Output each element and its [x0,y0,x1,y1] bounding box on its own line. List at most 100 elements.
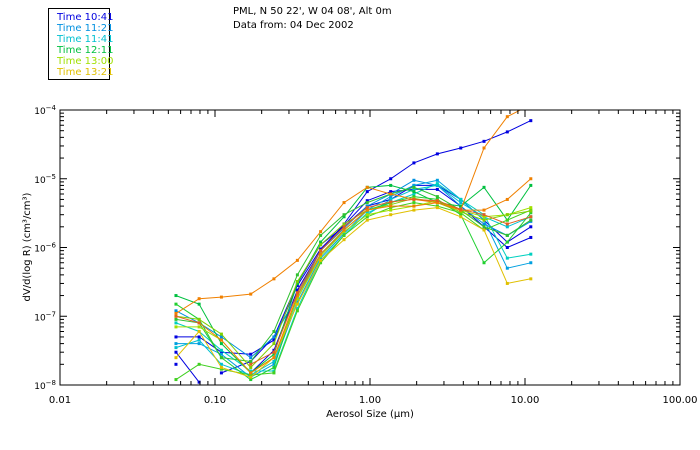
data-point [272,338,276,342]
data-point [174,302,178,306]
data-point [482,225,486,229]
data-point [482,146,486,150]
data-point [272,330,276,334]
data-point [197,335,201,339]
data-point [249,352,253,356]
data-point [272,356,276,360]
data-point [174,335,178,339]
data-point [197,362,201,366]
data-point [295,273,299,277]
data-point [249,359,253,363]
data-point [505,240,509,244]
data-point [435,206,439,210]
data-point [365,185,369,189]
data-point [219,356,223,360]
legend-entry: Time 13:00 [57,56,114,67]
data-point [272,352,276,356]
data-point [389,206,393,210]
data-point [365,218,369,222]
data-point [529,261,533,265]
series-4 [174,178,533,360]
series-16 [197,177,533,375]
y-tick-label: 10−8 [34,379,56,392]
data-point [529,252,533,256]
series-line [175,207,531,378]
data-point [435,182,439,186]
data-point [197,338,201,342]
data-point [219,352,223,356]
data-point [412,178,416,182]
data-point [459,146,463,150]
data-point [319,254,323,258]
data-point [412,204,416,208]
data-point [529,177,533,181]
data-point [389,195,393,199]
y-tick-label: 10−7 [34,310,56,323]
data-point [459,213,463,217]
data-point [319,247,323,251]
data-point [389,213,393,217]
data-point [389,190,393,194]
data-point [529,225,533,229]
data-point [219,367,223,371]
data-point [319,256,323,260]
x-tick-label: 1.00 [359,395,381,406]
data-point [412,190,416,194]
data-point [319,258,323,262]
data-point [365,213,369,217]
data-point [295,297,299,301]
data-point [174,356,178,360]
data-point [435,152,439,156]
data-point [249,378,253,382]
data-point [342,230,346,234]
data-point [249,365,253,369]
data-point [482,213,486,217]
data-point [389,200,393,204]
data-point [412,195,416,199]
data-point [482,208,486,212]
data-point [197,342,201,346]
data-point [505,266,509,270]
data-point [174,346,178,350]
data-point [389,204,393,208]
data-point [505,213,509,217]
series-5 [174,178,533,379]
data-point [435,183,439,187]
data-point [459,215,463,219]
data-point [295,280,299,284]
data-point [365,211,369,215]
data-point [319,233,323,237]
series-line [175,110,522,314]
data-point [342,215,346,219]
data-point [249,292,253,296]
data-point [219,371,223,375]
data-point [319,249,323,253]
data-point [174,294,178,298]
data-point [272,348,276,352]
data-point [174,317,178,321]
y-axis-label: dV/d(log R) (cm³/cm³) [22,192,33,301]
data-point [505,233,509,237]
data-point [319,261,323,265]
data-point [365,204,369,208]
data-point [482,261,486,265]
data-point [412,201,416,205]
data-point [435,199,439,203]
data-point [482,218,486,222]
x-tick-label: 0.01 [49,395,71,406]
data-point [342,233,346,237]
data-point [529,183,533,187]
data-point [197,330,201,334]
data-point [272,277,276,281]
y-tick-label: 10−5 [34,173,56,186]
series-layer [174,110,533,384]
data-point [482,185,486,189]
data-point [505,222,509,226]
data-point [219,348,223,352]
series-1 [174,119,533,384]
data-point [505,197,509,201]
data-point [295,294,299,298]
data-point [412,183,416,187]
data-point [272,342,276,346]
